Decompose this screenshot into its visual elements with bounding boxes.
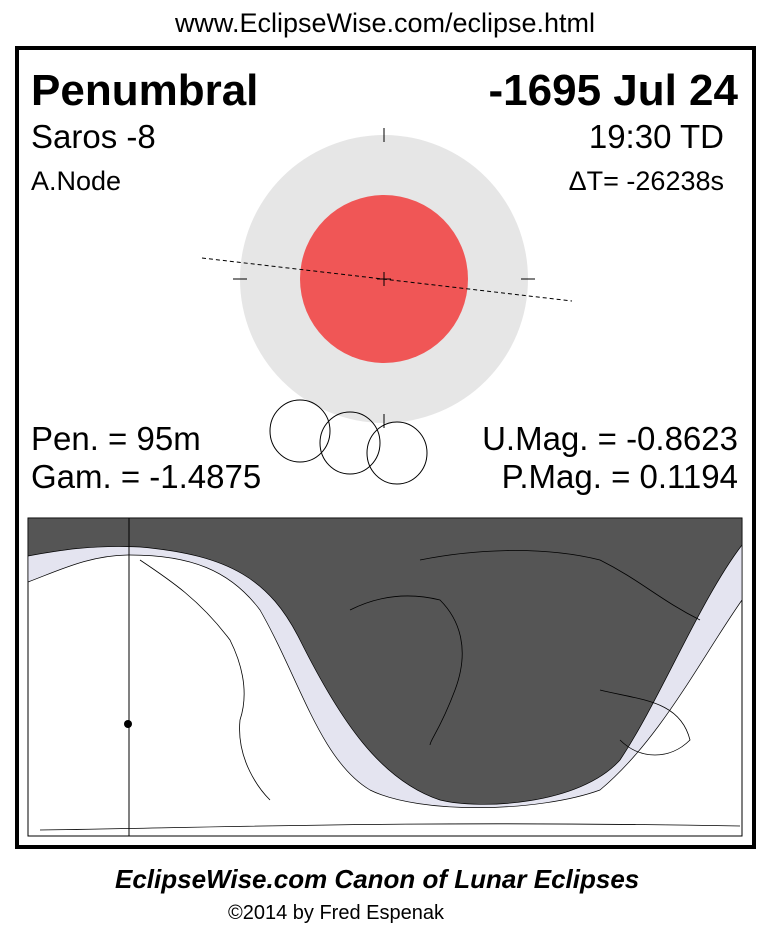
eclipse-panel: [15, 46, 756, 849]
moon-greatest: [319, 411, 381, 475]
footer-title: EclipseWise.com Canon of Lunar Eclipses: [115, 864, 640, 894]
penumbral-duration: Pen. = 95m: [31, 420, 201, 457]
delta-t: ΔT= -26238s: [568, 166, 724, 196]
umbral-magnitude: U.Mag. = -0.8623: [482, 420, 738, 457]
moon-positions: [269, 399, 428, 485]
penumbral-magnitude: P.Mag. = 0.1194: [501, 458, 738, 495]
night-side: [27, 517, 743, 805]
eclipse-time: 19:30 TD: [588, 118, 724, 155]
node: A.Node: [31, 166, 122, 196]
ecliptic-path: [201, 257, 573, 302]
footer-copyright: ©2014 by Fred Espenak: [228, 902, 444, 924]
gamma: Gam. = -1.4875: [31, 458, 262, 495]
greatest-eclipse-point: [124, 720, 132, 728]
visibility-map: [27, 517, 743, 837]
coastlines: [39, 550, 741, 831]
moon-last-contact: [366, 421, 428, 485]
eclipse-type: Penumbral: [31, 66, 259, 115]
moon-first-contact: [269, 399, 331, 463]
eclipse-date: -1695 Jul 24: [488, 66, 739, 115]
source-url: www.EclipseWise.com/eclipse.html: [174, 8, 596, 38]
saros-number: Saros -8: [31, 118, 156, 155]
